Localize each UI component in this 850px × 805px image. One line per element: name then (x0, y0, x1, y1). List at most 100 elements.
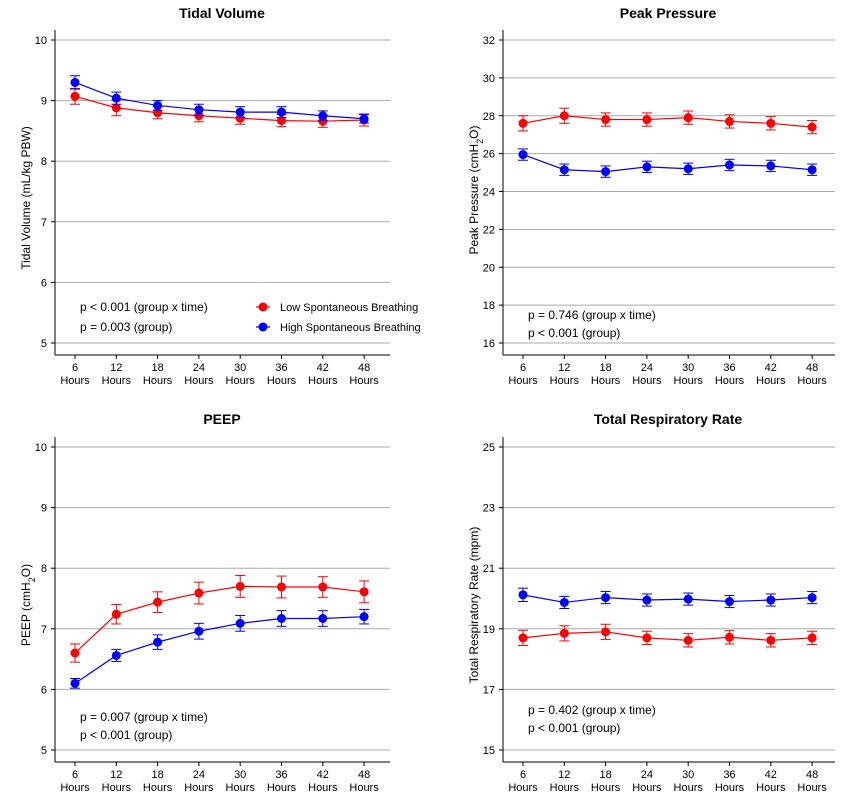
y-tick-label: 10 (35, 442, 47, 454)
x-tick-label-unit: Hours (143, 375, 173, 387)
data-point (518, 118, 528, 128)
series-line (74, 616, 365, 684)
data-point (807, 633, 817, 643)
data-point (153, 637, 163, 647)
data-point (766, 161, 776, 171)
x-tick-label-unit: Hours (756, 375, 786, 387)
y-tick-label: 8 (41, 156, 47, 168)
y-tick-label: 5 (41, 745, 47, 757)
x-tick-label-unit: Hours (267, 782, 297, 794)
data-point (194, 105, 204, 115)
y-tick-label: 20 (483, 262, 495, 274)
x-tick-label-unit: Hours (349, 782, 379, 794)
series-line (522, 154, 813, 173)
x-tick-label-unit: Hours (349, 375, 379, 387)
y-tick-label: 22 (483, 224, 495, 236)
x-tick-label-unit: Hours (591, 375, 621, 387)
x-tick-label-num: 36 (723, 769, 735, 781)
x-tick-label-num: 48 (358, 362, 370, 374)
x-tick-label-num: 6 (72, 362, 78, 374)
chart-title: Tidal Volume (179, 5, 265, 21)
data-point (725, 632, 734, 642)
x-tick-label-num: 48 (358, 769, 370, 781)
legend-marker (258, 322, 268, 332)
x-tick-label-unit: Hours (756, 782, 786, 794)
x-tick-label-num: 42 (317, 362, 329, 374)
p-value-group: p < 0.001 (group) (528, 326, 620, 340)
data-point (111, 650, 121, 660)
series-line (74, 81, 365, 120)
p-value-group: p < 0.001 (group) (80, 728, 172, 742)
data-point (807, 122, 817, 132)
data-point (559, 111, 569, 121)
legend-label: Low Spontaneous Breathing (280, 302, 418, 314)
x-tick-label-unit: Hours (797, 782, 827, 794)
series-high (518, 587, 818, 609)
x-tick-label-num: 24 (641, 769, 653, 781)
series-line (522, 115, 813, 128)
chart-title: Total Respiratory Rate (594, 411, 743, 427)
x-tick-label-num: 18 (151, 769, 163, 781)
x-tick-label-num: 30 (682, 769, 694, 781)
x-tick-label-num: 18 (599, 362, 611, 374)
p-value-interaction: p = 0.402 (group x time) (528, 703, 656, 717)
series-line (74, 95, 365, 122)
data-point (766, 635, 776, 645)
y-axis-label: Peak Pressure (cmH2O) (467, 125, 485, 254)
data-point (642, 115, 652, 125)
data-point (70, 91, 80, 101)
x-tick-label-unit: Hours (143, 782, 173, 794)
data-point (359, 612, 369, 622)
x-tick-label-unit: Hours (508, 375, 538, 387)
legend-label: High Spontaneous Breathing (280, 322, 421, 334)
x-tick-label-num: 30 (234, 362, 246, 374)
data-point (559, 165, 569, 175)
y-tick-label: 21 (483, 563, 495, 575)
y-axis-label: PEEP (cmH2O) (19, 564, 37, 646)
data-point (277, 107, 286, 117)
x-tick-label-unit: Hours (184, 375, 214, 387)
y-tick-label: 6 (41, 277, 47, 289)
x-tick-label-num: 36 (723, 362, 735, 374)
y-tick-label: 30 (483, 73, 495, 85)
legend: Low Spontaneous Breathing High Spontaneou… (256, 302, 421, 334)
x-tick-label-num: 6 (520, 362, 526, 374)
p-value-group: p = 0.003 (group) (80, 320, 172, 334)
data-point (318, 613, 328, 623)
y-tick-label: 24 (483, 187, 495, 199)
y-tick-label: 10 (35, 35, 47, 47)
chart-panel-4: 1517192123256Hours12Hours18Hours24Hours3… (467, 411, 835, 794)
data-point (559, 597, 569, 607)
x-tick-label-num: 12 (110, 769, 122, 781)
x-tick-label-unit: Hours (226, 375, 256, 387)
data-point (766, 595, 776, 605)
data-point (318, 111, 328, 121)
series-high (518, 148, 818, 178)
chart-panel-3: 56789106Hours12Hours18Hours24Hours30Hour… (19, 411, 390, 794)
data-point (642, 162, 652, 172)
x-tick-label-num: 18 (599, 769, 611, 781)
y-tick-label: 15 (483, 745, 495, 757)
data-point (277, 613, 286, 623)
x-tick-label-unit: Hours (674, 375, 704, 387)
p-value-group: p < 0.001 (group) (528, 721, 620, 735)
x-tick-label-unit: Hours (60, 782, 90, 794)
data-point (111, 103, 121, 113)
y-tick-label: 32 (483, 35, 495, 47)
y-tick-label: 19 (483, 624, 495, 636)
data-point (683, 635, 693, 645)
x-tick-label-num: 42 (317, 769, 329, 781)
x-tick-label-unit: Hours (60, 375, 90, 387)
x-tick-label-num: 48 (806, 362, 818, 374)
data-point (518, 633, 528, 643)
x-tick-label-num: 12 (110, 362, 122, 374)
data-point (766, 118, 776, 128)
data-point (725, 597, 734, 607)
data-point (277, 116, 286, 126)
x-tick-label-num: 24 (193, 362, 205, 374)
y-axis-label: Total Respiratory Rate (mpm) (467, 527, 481, 684)
x-tick-label-unit: Hours (508, 782, 538, 794)
series-high (70, 75, 370, 124)
y-tick-label: 9 (41, 503, 47, 515)
data-point (70, 648, 80, 658)
